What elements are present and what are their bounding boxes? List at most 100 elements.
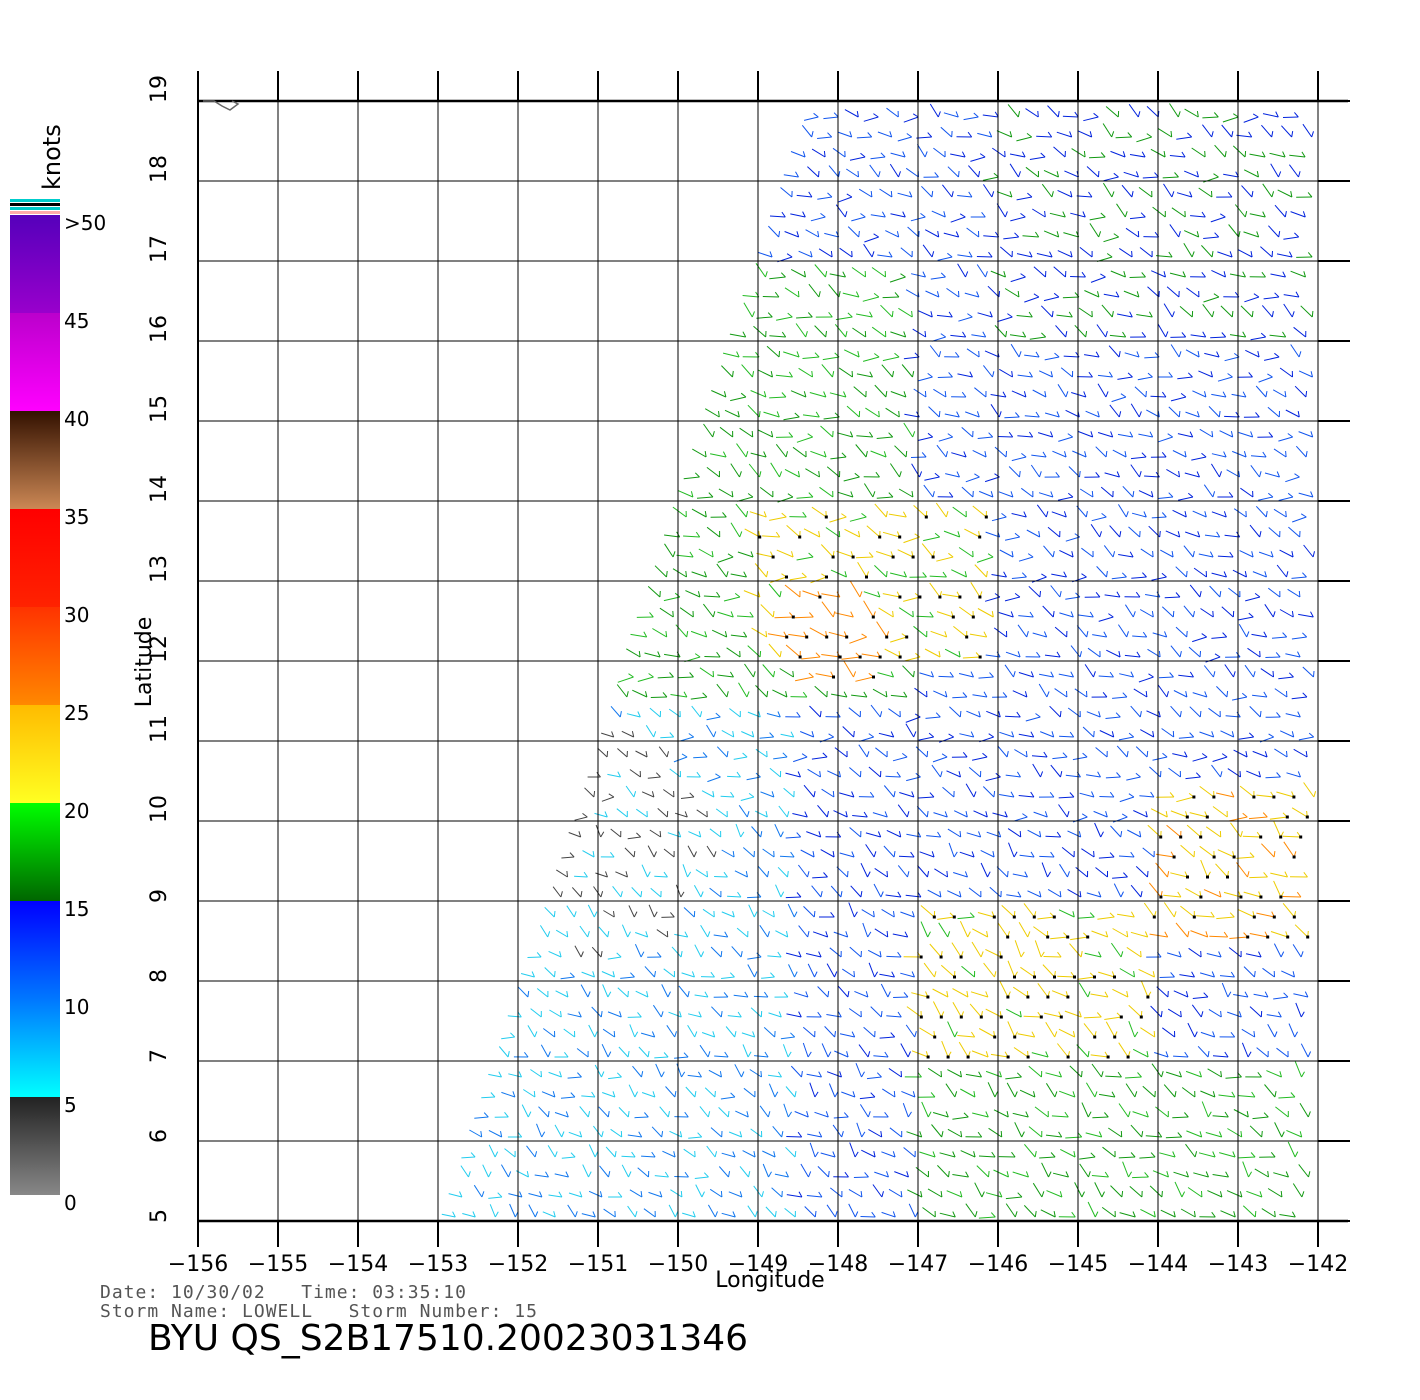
wind-vector: [1023, 1205, 1036, 1218]
wind-vector: [674, 1056, 689, 1059]
wind-vector: [817, 1166, 829, 1178]
wind-vector: [1217, 849, 1235, 858]
wind-vector-barb: [685, 570, 687, 578]
wind-vector-barb: [729, 671, 734, 678]
wind-vector: [1012, 1171, 1029, 1178]
wind-vector-barb: [1003, 571, 1007, 578]
wind-vector: [951, 452, 967, 458]
wind-vector: [618, 1046, 629, 1058]
wind-vector: [900, 911, 915, 918]
wind-vector-barb: [1148, 673, 1154, 678]
wind-vector-barb: [896, 771, 901, 778]
wind-vector-barb: [1014, 532, 1021, 538]
wind-vector: [1004, 536, 1020, 541]
wind-vector: [988, 1127, 1002, 1138]
rain-flag-dot: [1266, 935, 1270, 939]
wind-vector-barb: [767, 871, 770, 878]
wind-vector-barb: [662, 692, 668, 698]
rain-flag-dot: [965, 635, 969, 639]
wind-vector-barb: [1201, 271, 1206, 278]
wind-vector: [1043, 169, 1059, 178]
wind-vector-barb: [1023, 391, 1027, 398]
wind-vector-barb: [769, 251, 773, 258]
wind-vector-barb: [907, 871, 910, 878]
rain-flag-dot: [933, 1035, 937, 1039]
wind-vector: [1200, 1090, 1216, 1098]
wind-vector: [661, 984, 669, 998]
wind-vector: [567, 1204, 576, 1218]
wind-vector-barb: [940, 272, 946, 278]
wind-vector: [875, 747, 888, 758]
wind-vector-barb: [794, 971, 798, 978]
rain-flag-dot: [1199, 895, 1203, 899]
wind-vector: [1104, 1016, 1122, 1020]
wind-vector-barb: [689, 672, 694, 678]
wind-vector: [796, 496, 813, 499]
wind-vector: [1097, 432, 1113, 438]
wind-vector-barb: [904, 931, 909, 938]
wind-vector-barb: [1213, 112, 1219, 118]
wind-vector: [1012, 690, 1028, 698]
wind-vector: [966, 710, 981, 718]
wind-vector-barb: [927, 372, 933, 378]
wind-vector: [1130, 1124, 1143, 1138]
wind-vector: [1162, 1027, 1175, 1038]
lon-tick-label: −146: [968, 1252, 1028, 1277]
wind-vector: [856, 1122, 863, 1138]
wind-vector-barb: [902, 511, 907, 518]
wind-vector: [1170, 344, 1180, 358]
wind-vector: [679, 607, 694, 618]
wind-vector-barb: [701, 1191, 705, 1198]
wind-vector-barb: [867, 871, 871, 878]
wind-vector: [1071, 392, 1087, 398]
wind-vector: [1283, 294, 1299, 298]
lat-tick-label: 9: [147, 889, 172, 903]
wind-vector-barb: [664, 1171, 669, 1178]
date-time-line: Date: 10/30/02 Time: 03:35:10: [100, 1282, 467, 1303]
wind-vector-barb: [592, 851, 595, 858]
wind-vector: [959, 851, 975, 858]
wind-vector-barb: [1274, 1091, 1277, 1098]
wind-vector: [876, 436, 893, 439]
wind-vector-barb: [957, 531, 961, 538]
wind-vector: [961, 486, 974, 498]
wind-vector: [1116, 745, 1128, 758]
wind-vector: [886, 955, 902, 958]
rain-flag-dot: [1199, 835, 1203, 839]
wind-vector: [1212, 1115, 1229, 1118]
wind-vector: [771, 1187, 783, 1198]
wind-vector: [713, 934, 728, 938]
wind-vector-barb: [754, 1211, 758, 1218]
rain-flag-dot: [1046, 995, 1050, 999]
wind-vector-barb: [1259, 530, 1262, 538]
rain-flag-dot: [1292, 915, 1296, 919]
wind-vector-barb: [818, 951, 822, 958]
wind-vector: [695, 869, 708, 878]
wind-vector-barb: [704, 511, 707, 518]
wind-vector: [1187, 1187, 1203, 1198]
wind-vector: [803, 116, 819, 121]
rain-flag-dot: [1013, 975, 1016, 979]
wind-vector: [843, 349, 860, 358]
wind-vector: [904, 413, 920, 418]
wind-vector: [762, 535, 780, 538]
wind-vector: [762, 848, 775, 858]
legend-tick-label: 20: [64, 799, 89, 823]
wind-vector: [663, 848, 675, 858]
wind-vector-barb: [1272, 611, 1276, 618]
wind-vector-barb: [1134, 1031, 1139, 1038]
wind-vector: [1011, 513, 1027, 518]
wind-vector: [880, 983, 889, 998]
wind-vector-barb: [940, 333, 946, 338]
wind-vector: [991, 574, 1007, 578]
wind-vector-barb: [861, 1131, 866, 1138]
wind-vector: [894, 1171, 909, 1178]
wind-vector: [1245, 349, 1260, 358]
wind-vector: [704, 656, 721, 658]
wind-vector: [1265, 656, 1281, 658]
wind-vector-barb: [739, 1131, 743, 1138]
wind-vector-barb: [619, 711, 622, 718]
wind-vector: [925, 290, 940, 298]
rain-flag-dot: [1172, 855, 1176, 859]
